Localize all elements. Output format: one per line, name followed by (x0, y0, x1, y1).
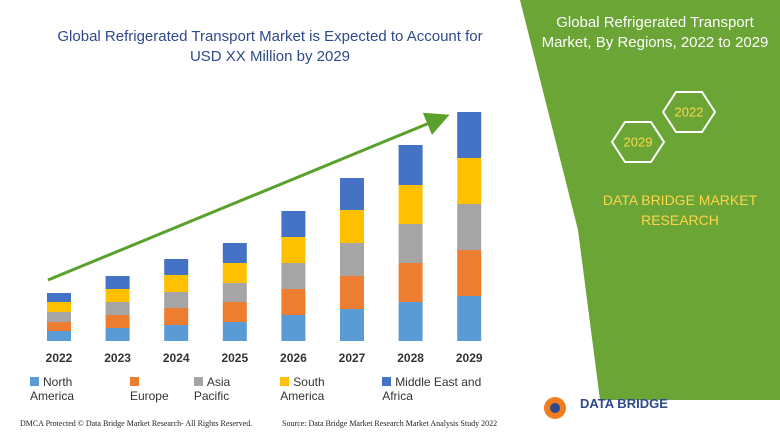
legend-item: Asia Pacific (193, 375, 266, 403)
bar-segment (47, 302, 71, 312)
brand-text: DATA BRIDGE MARKET RESEARCH (602, 192, 758, 228)
badge-label: 2022 (675, 104, 704, 119)
chart-title: Global Refrigerated Transport Market is … (57, 28, 483, 65)
legend-swatch (382, 377, 392, 386)
x-tick-label: 2027 (339, 351, 366, 365)
bar-segment (47, 322, 71, 331)
logo-text: DATA BRIDGE (580, 396, 668, 411)
bar-segment (105, 315, 130, 328)
x-tick-label: 2022 (46, 351, 73, 365)
bar-segment (340, 309, 364, 341)
bar-segment (164, 259, 189, 275)
bar-segment (47, 312, 71, 322)
legend-label: Middle East and Africa (382, 375, 482, 403)
bar-segment (340, 210, 364, 243)
bar-segment (222, 283, 247, 302)
legend-label: Europe (129, 389, 169, 403)
bar-segment (340, 243, 364, 276)
x-tick-label: 2023 (104, 351, 131, 365)
bar-segment (281, 289, 306, 315)
side-panel-bg (520, 0, 780, 400)
bar-segment (281, 211, 306, 237)
bar-segment (164, 292, 189, 308)
bar-segment (164, 308, 189, 325)
x-tick-label: 2026 (280, 351, 307, 365)
bar-segment (105, 302, 130, 315)
legend: North America Europe Asia Pacific South Ame… (30, 375, 510, 403)
bar-segment (105, 289, 130, 302)
legend-swatch (280, 377, 290, 386)
footer-left: DMCA Protected © Data Bridge Market Rese… (20, 419, 253, 428)
legend-swatch (193, 377, 203, 386)
bar-segment (105, 328, 130, 341)
side-title: Global Refrigerated Transport Market, By… (541, 14, 769, 51)
footer-right: Source: Data Bridge Market Research Mark… (282, 419, 498, 428)
x-tick-label: 2029 (456, 351, 483, 365)
bar-segment (457, 204, 482, 250)
legend-item: South America (280, 375, 368, 403)
bar-segment (281, 237, 306, 263)
legend-label: South America (280, 375, 325, 403)
legend-label: Asia Pacific (193, 375, 231, 403)
legend-item: Middle East and Africa (382, 375, 510, 403)
bar-segment (222, 243, 247, 263)
bar-segment (457, 158, 482, 204)
bar-segment (222, 263, 247, 283)
x-tick-label: 2024 (163, 351, 190, 365)
bar-segment (105, 276, 130, 289)
hexagon (661, 91, 717, 133)
bar-segment (47, 293, 71, 302)
bar-segment (457, 296, 482, 341)
bar-segment (340, 276, 364, 309)
legend-swatch (30, 377, 39, 386)
bar-segment (398, 224, 423, 263)
logo-icon (550, 403, 560, 413)
bar-segment (222, 322, 247, 341)
bar-segment (222, 302, 247, 322)
x-tick-label: 2028 (397, 351, 424, 365)
bar-segment (281, 315, 306, 341)
bar-segment (398, 263, 423, 302)
legend-item: Europe (129, 375, 180, 403)
bar-segment (398, 185, 423, 224)
trend-arrow (47, 112, 450, 282)
badge-label: 2029 (624, 134, 653, 149)
bar-segment (457, 112, 482, 158)
bar-segment (398, 145, 423, 185)
legend-label: North America (30, 375, 75, 403)
legend-item: North America (30, 375, 116, 403)
bar-segment (47, 331, 71, 341)
hexagon (610, 121, 666, 163)
bar-segment (457, 250, 482, 296)
legend-swatch (129, 377, 139, 386)
x-tick-label: 2025 (221, 351, 248, 365)
bar-segment (164, 275, 189, 292)
bar-segment (281, 263, 306, 289)
bar-segment (398, 302, 423, 341)
bar-segment (340, 178, 364, 210)
bar-segment (164, 325, 189, 341)
